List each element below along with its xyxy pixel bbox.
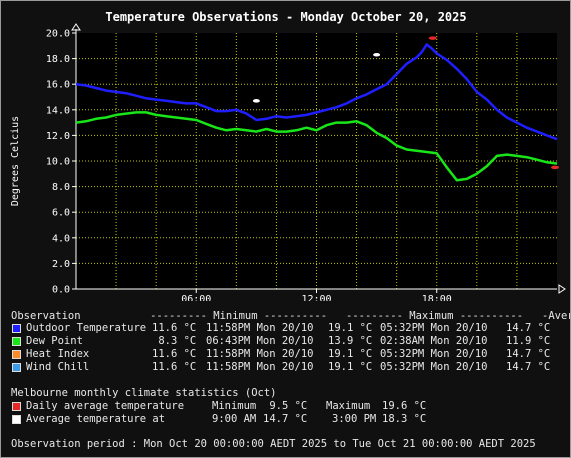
y-tick-label: 8.0 — [52, 182, 70, 193]
y-tick-label: 14.0 — [46, 105, 70, 116]
average-temperature-label: Average temperature at — [26, 413, 166, 425]
row-min-time: 11:58PM Mon 20/10 — [206, 348, 314, 360]
row-avg: 14.7 °C — [506, 361, 551, 373]
daily-maximum-label: Maximum — [326, 400, 371, 412]
row-min-time: 06:43PM Mon 20/10 — [206, 335, 314, 347]
x-tick-label: 18:00 — [422, 294, 452, 301]
row-max-time: 02:38AM Mon 20/10 — [380, 335, 488, 347]
daily-average-marker — [550, 165, 559, 170]
observation-period: Observation period : Mon Oct 20 00:00:00… — [11, 438, 536, 450]
row-min-time: 11:58PM Mon 20/10 — [206, 322, 314, 334]
heat-index-swatch — [12, 350, 21, 359]
row-max: 19.1 °C — [328, 322, 373, 334]
average-value-2: 18.3 °C — [382, 413, 427, 425]
row-label: Dew Point — [26, 335, 83, 347]
chart-title: Temperature Observations - Monday Octobe… — [105, 10, 466, 24]
row-max: 19.1 °C — [328, 361, 373, 373]
row-max-time: 05:32PM Mon 20/10 — [380, 322, 488, 334]
row-min: 11.6 °C — [152, 348, 197, 360]
daily-minimum-label: Minimum — [212, 400, 257, 412]
row-avg: 14.7 °C — [506, 322, 551, 334]
x-axis-arrow — [558, 284, 566, 294]
row-label: Outdoor Temperature — [26, 322, 147, 334]
y-tick-label: 6.0 — [52, 208, 70, 219]
temperature-chart: Temperature Observations - Monday Octobe… — [10, 10, 566, 301]
y-tick-label: 16.0 — [46, 80, 70, 91]
row-max-time: 05:32PM Mon 20/10 — [380, 361, 488, 373]
y-tick-label: 20.0 — [46, 29, 70, 40]
dew-point-swatch — [12, 337, 21, 346]
row-max: 19.1 °C — [328, 348, 373, 360]
daily-minimum-value: 9.5 °C — [263, 400, 308, 412]
row-label: Wind Chill — [26, 361, 90, 373]
y-tick-label: 0.0 — [52, 285, 70, 296]
x-tick-label: 06:00 — [181, 294, 211, 301]
daily-average-marker — [428, 36, 437, 40]
y-tick-label: 18.0 — [46, 54, 70, 65]
row-avg: 11.9 °C — [506, 335, 551, 347]
row-avg: 14.7 °C — [506, 348, 551, 360]
row-max: 13.9 °C — [328, 335, 373, 347]
table-header: Observation --------- Minimum ----------… — [11, 310, 571, 322]
daily-average-label: Daily average temperature — [26, 400, 185, 412]
average-temperature-marker — [373, 52, 381, 57]
average-time-2: 3:00 PM — [332, 413, 377, 425]
outdoor-temperature-line — [75, 43, 558, 141]
row-min: 11.6 °C — [152, 322, 197, 334]
daily-average-swatch — [12, 402, 21, 411]
row-min: 8.3 °C — [152, 335, 197, 347]
wind-chill-swatch — [12, 363, 21, 372]
average-temperature-marker — [252, 99, 260, 103]
y-tick-label: 2.0 — [52, 259, 70, 270]
row-min: 11.6 °C — [152, 361, 197, 373]
row-min-time: 11:58PM Mon 20/10 — [206, 361, 314, 373]
y-axis-label: Degrees Celcius — [10, 116, 21, 206]
outdoor-temperature-swatch — [12, 324, 21, 333]
average-value-1: 14.7 °C — [263, 413, 308, 425]
dew-point-line — [75, 111, 558, 182]
y-axis-arrow — [71, 23, 81, 31]
y-tick-label: 10.0 — [46, 157, 70, 168]
average-time-1: 9:00 AM — [212, 413, 257, 425]
row-max-time: 05:32PM Mon 20/10 — [380, 348, 488, 360]
row-label: Heat Index — [26, 348, 90, 360]
x-tick-label: 12:00 — [301, 294, 331, 301]
daily-maximum-value: 19.6 °C — [382, 400, 427, 412]
y-tick-label: 12.0 — [46, 131, 70, 142]
average-temperature-swatch — [12, 415, 21, 424]
climate-title: Melbourne monthly climate statistics (Oc… — [11, 387, 277, 399]
y-tick-label: 4.0 — [52, 233, 70, 244]
